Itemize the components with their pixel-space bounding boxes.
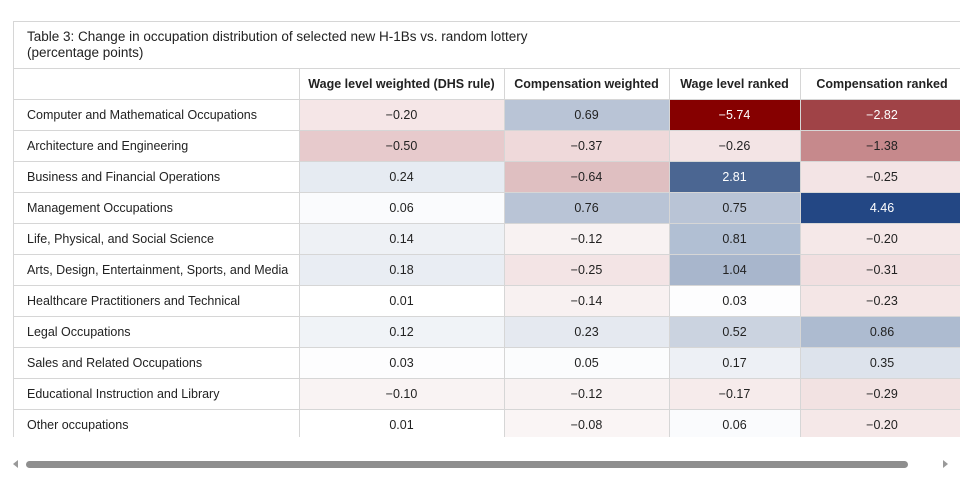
table-row: Legal Occupations 0.12 0.23 0.52 0.86: [14, 316, 960, 348]
cell-wage-level-weighted: 0.06: [299, 192, 505, 224]
cell-wage-level-weighted: 0.01: [299, 285, 505, 317]
cell-wage-level-ranked: −0.26: [669, 130, 801, 162]
cell-compensation-weighted: 0.76: [504, 192, 670, 224]
scrollbar-thumb[interactable]: [26, 461, 908, 468]
horizontal-scrollbar[interactable]: [13, 457, 948, 473]
header-row: Wage level weighted (DHS rule) Compensat…: [14, 69, 960, 100]
caption-title: Table 3: Change in occupation distributi…: [27, 29, 528, 44]
row-label: Architecture and Engineering: [14, 130, 300, 162]
cell-wage-level-ranked: 1.04: [669, 254, 801, 286]
cell-compensation-weighted: −0.12: [504, 378, 670, 410]
row-label: Arts, Design, Entertainment, Sports, and…: [14, 254, 300, 286]
cell-compensation-ranked: 0.35: [800, 347, 960, 379]
table-caption: Table 3: Change in occupation distributi…: [14, 22, 960, 69]
row-label: Healthcare Practitioners and Technical: [14, 285, 300, 317]
table-row: Management Occupations 0.06 0.76 0.75 4.46: [14, 192, 960, 224]
cell-compensation-weighted: −0.25: [504, 254, 670, 286]
row-label: Legal Occupations: [14, 316, 300, 348]
table-body: Computer and Mathematical Occupations −0.…: [14, 99, 960, 437]
cell-wage-level-weighted: 0.18: [299, 254, 505, 286]
cell-compensation-ranked: −0.31: [800, 254, 960, 286]
cell-compensation-ranked: −0.20: [800, 409, 960, 437]
table-row: Computer and Mathematical Occupations −0.…: [14, 99, 960, 131]
cell-compensation-weighted: −0.14: [504, 285, 670, 317]
cell-wage-level-weighted: −0.10: [299, 378, 505, 410]
cell-compensation-ranked: −1.38: [800, 130, 960, 162]
cell-wage-level-weighted: 0.24: [299, 161, 505, 193]
scrollbar-track[interactable]: [26, 461, 935, 468]
row-label: Management Occupations: [14, 192, 300, 224]
cell-wage-level-weighted: 0.03: [299, 347, 505, 379]
table-row: Educational Instruction and Library −0.10…: [14, 378, 960, 410]
table-row: Sales and Related Occupations 0.03 0.05 0.1…: [14, 347, 960, 379]
table-row: Other occupations 0.01 −0.08 0.06 −0.20: [14, 409, 960, 437]
column-header-compensation-weighted: Compensation weighted: [504, 69, 670, 100]
cell-wage-level-ranked: 0.75: [669, 192, 801, 224]
cell-wage-level-ranked: 2.81: [669, 161, 801, 193]
cell-wage-level-ranked: 0.52: [669, 316, 801, 348]
cell-wage-level-ranked: 0.06: [669, 409, 801, 437]
cell-wage-level-weighted: −0.50: [299, 130, 505, 162]
cell-compensation-ranked: −2.82: [800, 99, 960, 131]
cell-wage-level-ranked: −0.17: [669, 378, 801, 410]
caption-units: (percentage points): [27, 45, 144, 60]
cell-compensation-ranked: 4.46: [800, 192, 960, 224]
cell-compensation-ranked: 0.86: [800, 316, 960, 348]
cell-compensation-ranked: −0.20: [800, 223, 960, 255]
cell-wage-level-weighted: 0.01: [299, 409, 505, 437]
occupation-table: Wage level weighted (DHS rule) Compensat…: [14, 69, 960, 437]
cell-wage-level-ranked: 0.03: [669, 285, 801, 317]
table-row: Healthcare Practitioners and Technical 0.…: [14, 285, 960, 317]
table-row: Architecture and Engineering −0.50 −0.37 −0…: [14, 130, 960, 162]
cell-compensation-ranked: −0.23: [800, 285, 960, 317]
scroll-right-arrow-icon[interactable]: [943, 460, 948, 468]
cell-compensation-weighted: −0.37: [504, 130, 670, 162]
cell-compensation-ranked: −0.25: [800, 161, 960, 193]
column-header-wage-level-weighted: Wage level weighted (DHS rule): [299, 69, 505, 100]
cell-compensation-weighted: 0.23: [504, 316, 670, 348]
row-label: Sales and Related Occupations: [14, 347, 300, 379]
cell-compensation-weighted: −0.08: [504, 409, 670, 437]
row-label: Educational Instruction and Library: [14, 378, 300, 410]
cell-compensation-weighted: 0.69: [504, 99, 670, 131]
cell-compensation-weighted: 0.05: [504, 347, 670, 379]
row-label: Other occupations: [14, 409, 300, 437]
table-row: Arts, Design, Entertainment, Sports, and…: [14, 254, 960, 286]
column-header-label: [14, 69, 300, 100]
cell-wage-level-weighted: −0.20: [299, 99, 505, 131]
cell-wage-level-ranked: −5.74: [669, 99, 801, 131]
table-row: Business and Financial Operations 0.24 −0.…: [14, 161, 960, 193]
table-container: Table 3: Change in occupation distributi…: [13, 21, 960, 437]
row-label: Life, Physical, and Social Science: [14, 223, 300, 255]
row-label: Business and Financial Operations: [14, 161, 300, 193]
row-label: Computer and Mathematical Occupations: [14, 99, 300, 131]
cell-compensation-weighted: −0.12: [504, 223, 670, 255]
table-row: Life, Physical, and Social Science 0.14 −0…: [14, 223, 960, 255]
scroll-left-arrow-icon[interactable]: [13, 460, 18, 468]
cell-wage-level-weighted: 0.14: [299, 223, 505, 255]
cell-wage-level-ranked: 0.81: [669, 223, 801, 255]
column-header-wage-level-ranked: Wage level ranked: [669, 69, 801, 100]
cell-wage-level-ranked: 0.17: [669, 347, 801, 379]
cell-compensation-weighted: −0.64: [504, 161, 670, 193]
column-header-compensation-ranked: Compensation ranked: [800, 69, 960, 100]
cell-wage-level-weighted: 0.12: [299, 316, 505, 348]
cell-compensation-ranked: −0.29: [800, 378, 960, 410]
